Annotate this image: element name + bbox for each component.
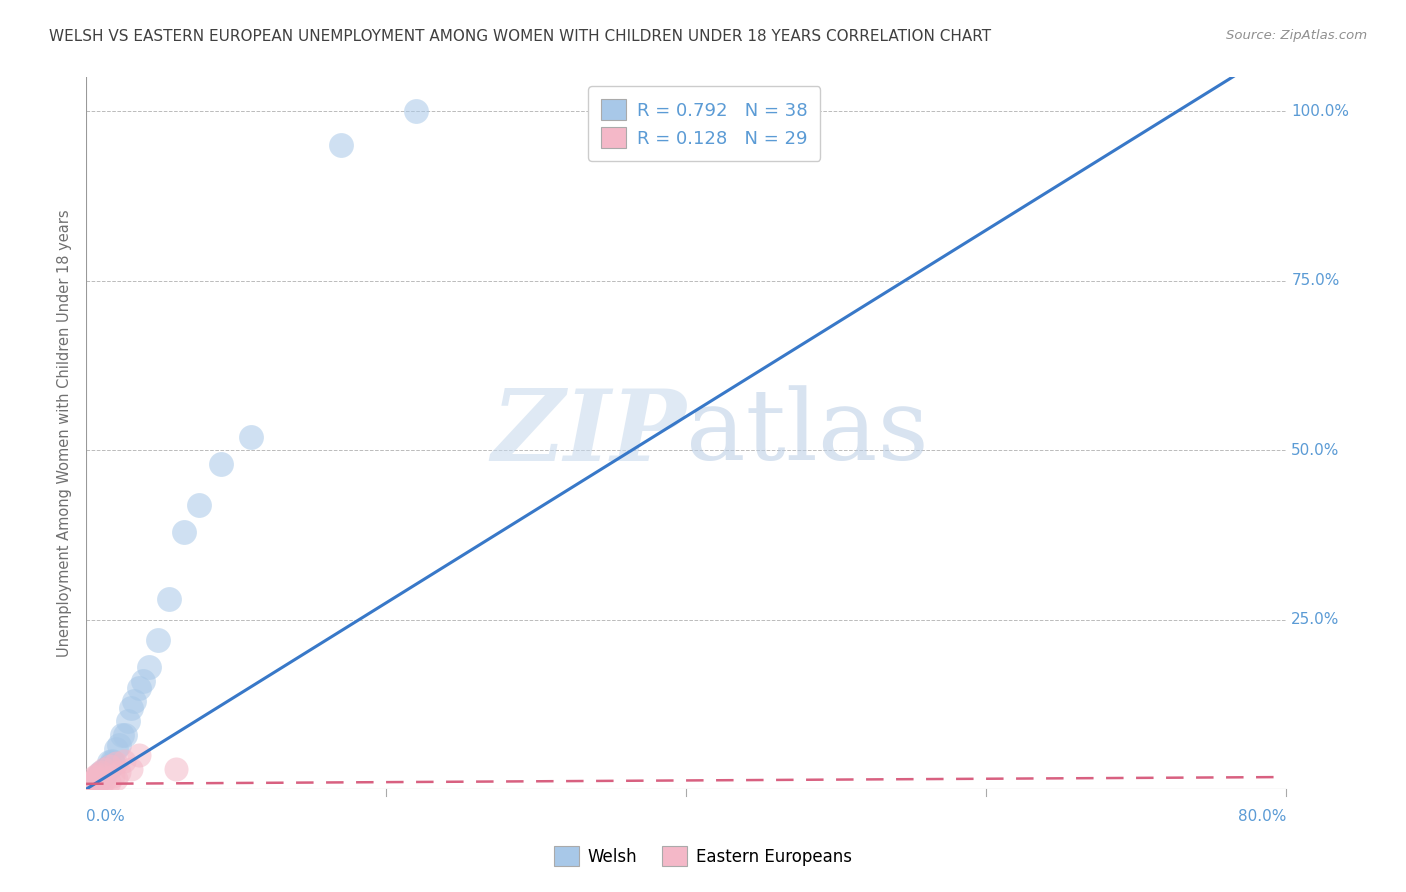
Point	[87, 775, 110, 789]
Point	[89, 772, 111, 786]
Point	[330, 138, 353, 153]
Point	[122, 694, 145, 708]
Text: 25.0%: 25.0%	[1291, 612, 1340, 627]
Text: 0.0%: 0.0%	[86, 809, 125, 824]
Point	[87, 774, 110, 789]
Point	[120, 701, 142, 715]
Point	[84, 779, 107, 793]
Text: 50.0%: 50.0%	[1291, 442, 1340, 458]
Point	[209, 457, 232, 471]
Point	[128, 748, 150, 763]
Point	[98, 758, 121, 772]
Point	[80, 779, 103, 793]
Text: Source: ZipAtlas.com: Source: ZipAtlas.com	[1226, 29, 1367, 42]
Point	[108, 738, 131, 752]
Point	[120, 762, 142, 776]
Point	[83, 779, 105, 793]
Point	[84, 777, 107, 791]
Point	[93, 762, 115, 776]
Text: 100.0%: 100.0%	[1291, 103, 1350, 119]
Point	[91, 769, 114, 783]
Legend: R = 0.792   N = 38, R = 0.128   N = 29: R = 0.792 N = 38, R = 0.128 N = 29	[588, 87, 820, 161]
Text: 80.0%: 80.0%	[1239, 809, 1286, 824]
Point	[405, 104, 427, 119]
Point	[80, 775, 103, 789]
Point	[87, 767, 110, 781]
Point	[173, 524, 195, 539]
Point	[117, 714, 139, 729]
Point	[157, 592, 180, 607]
Point	[97, 775, 120, 789]
Point	[93, 774, 115, 789]
Point	[87, 770, 110, 784]
Point	[105, 741, 128, 756]
Point	[138, 660, 160, 674]
Point	[98, 758, 121, 772]
Point	[86, 777, 108, 791]
Point	[108, 765, 131, 780]
Point	[90, 765, 112, 780]
Point	[89, 772, 111, 786]
Point	[84, 772, 107, 786]
Point	[90, 770, 112, 784]
Point	[101, 769, 124, 783]
Point	[105, 772, 128, 786]
Point	[240, 430, 263, 444]
Point	[105, 756, 128, 771]
Point	[83, 780, 105, 795]
Point	[97, 755, 120, 769]
Point	[114, 728, 136, 742]
Point	[86, 772, 108, 786]
Point	[187, 498, 209, 512]
Point	[101, 755, 124, 769]
Point	[90, 777, 112, 791]
Point	[89, 767, 111, 781]
Point	[132, 673, 155, 688]
Point	[93, 765, 115, 780]
Text: WELSH VS EASTERN EUROPEAN UNEMPLOYMENT AMONG WOMEN WITH CHILDREN UNDER 18 YEARS : WELSH VS EASTERN EUROPEAN UNEMPLOYMENT A…	[49, 29, 991, 44]
Point	[96, 760, 118, 774]
Point	[90, 765, 112, 780]
Point	[79, 777, 101, 791]
Point	[128, 681, 150, 695]
Point	[86, 769, 108, 783]
Text: ZIP: ZIP	[491, 385, 686, 482]
Legend: Welsh, Eastern Europeans: Welsh, Eastern Europeans	[548, 839, 858, 873]
Point	[97, 762, 120, 776]
Point	[83, 777, 105, 791]
Point	[100, 754, 122, 768]
Point	[146, 633, 169, 648]
Point	[83, 770, 105, 784]
Point	[112, 754, 135, 768]
Point	[94, 762, 117, 776]
Point	[111, 728, 134, 742]
Text: atlas: atlas	[686, 385, 929, 482]
Point	[83, 774, 105, 789]
Point	[86, 775, 108, 789]
Point	[79, 780, 101, 795]
Point	[84, 774, 107, 789]
Text: 75.0%: 75.0%	[1291, 273, 1340, 288]
Y-axis label: Unemployment Among Women with Children Under 18 years: Unemployment Among Women with Children U…	[58, 210, 72, 657]
Point	[165, 762, 187, 776]
